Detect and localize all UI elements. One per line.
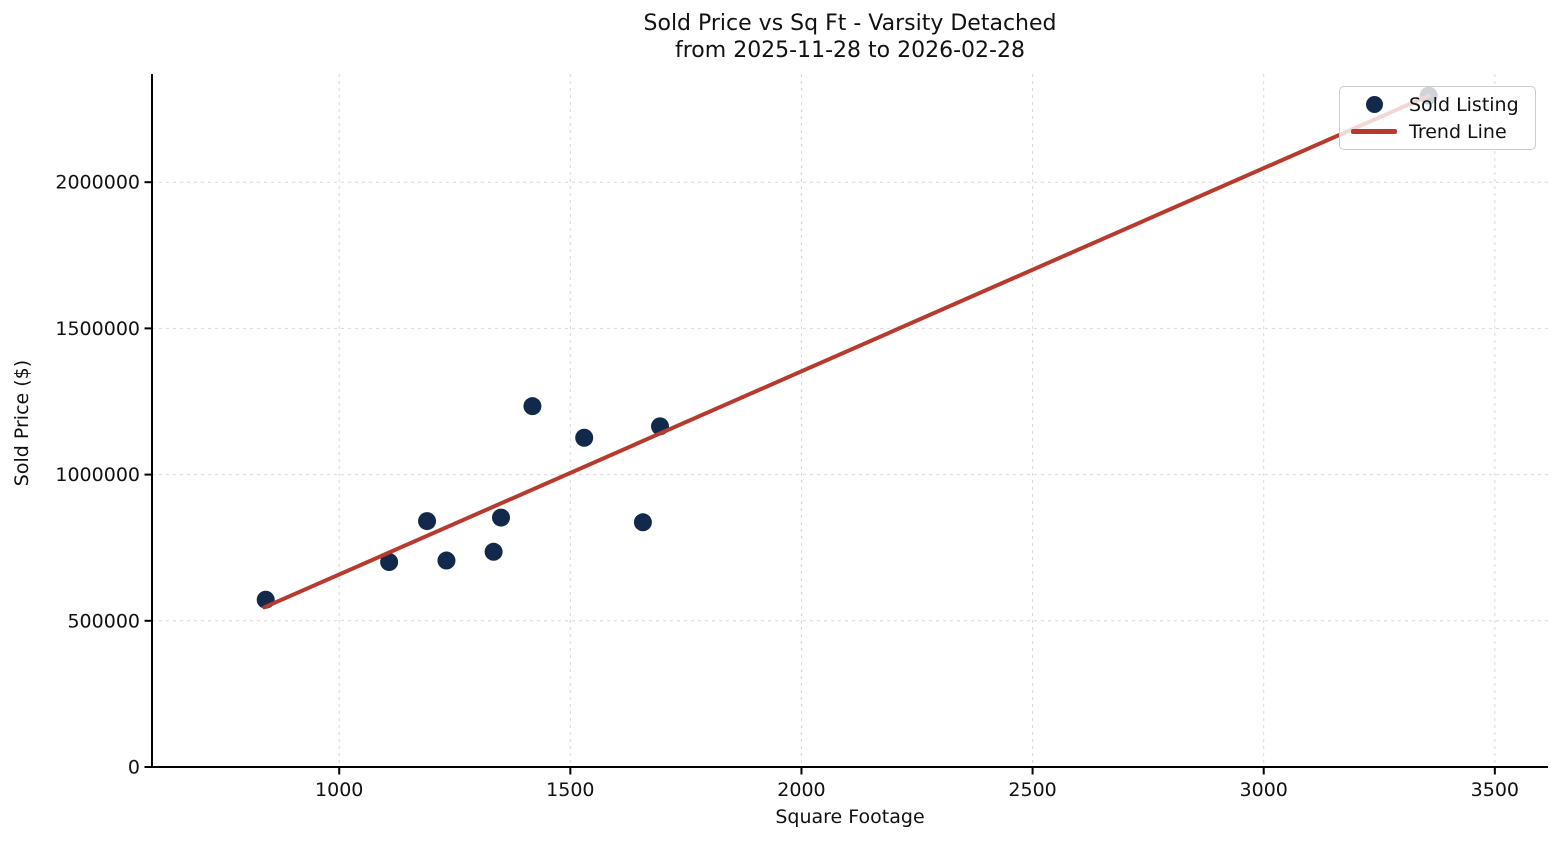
x-tick-label: 3500 <box>1471 779 1519 801</box>
x-tick-label: 1500 <box>546 779 594 801</box>
y-axis-label: Sold Price ($) <box>11 359 33 487</box>
scatter-point <box>437 551 456 570</box>
scatter-point <box>484 542 503 561</box>
x-axis-label: Square Footage <box>775 806 925 828</box>
legend-item-trend-line: Trend Line <box>1348 118 1525 145</box>
scatter-point <box>633 513 652 532</box>
scatter-point <box>575 428 594 447</box>
x-tick-label: 2500 <box>1008 779 1056 801</box>
legend: Sold Listing Trend Line <box>1339 86 1536 150</box>
legend-swatch <box>1348 96 1400 113</box>
trend-line <box>262 93 1431 610</box>
x-tick-label: 3000 <box>1240 779 1288 801</box>
y-tick-label: 1500000 <box>55 318 140 340</box>
scatter-point <box>418 512 437 531</box>
scatter-point <box>523 397 542 416</box>
x-tick-label: 2000 <box>777 779 825 801</box>
trend-line-swatch-icon <box>1351 129 1397 134</box>
chart-title-line2: from 2025-11-28 to 2026-02-28 <box>675 38 1025 63</box>
chart-title: Sold Price vs Sq Ft - Varsity Detached f… <box>152 10 1548 64</box>
legend-label: Sold Listing <box>1409 93 1519 116</box>
x-tick-label: 1000 <box>315 779 363 801</box>
chart-title-line1: Sold Price vs Sq Ft - Varsity Detached <box>643 11 1057 36</box>
sold-listing-dot-icon <box>1365 96 1383 113</box>
y-tick-label: 2000000 <box>55 172 140 194</box>
legend-item-sold-listing: Sold Listing <box>1348 91 1525 118</box>
legend-swatch <box>1348 129 1400 134</box>
y-tick-label: 500000 <box>67 610 140 632</box>
y-tick-label: 0 <box>128 757 140 779</box>
y-tick-label: 1000000 <box>55 464 140 486</box>
scatter-point <box>380 553 399 572</box>
legend-label: Trend Line <box>1409 120 1507 143</box>
scatter-point <box>492 508 510 527</box>
